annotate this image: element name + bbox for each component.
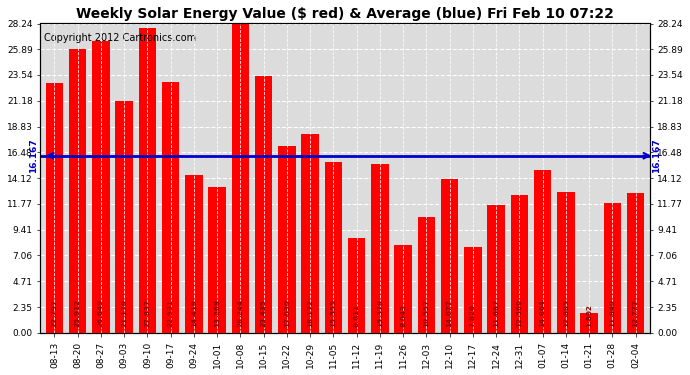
Text: 23.435: 23.435 — [261, 299, 266, 327]
Bar — [185, 175, 203, 333]
Bar — [302, 134, 319, 333]
Bar — [395, 245, 412, 333]
Bar — [627, 193, 644, 333]
Text: 11.840: 11.840 — [609, 299, 615, 327]
Bar — [69, 49, 86, 333]
Bar — [441, 178, 458, 333]
Bar — [115, 101, 133, 333]
Text: 17.030: 17.030 — [284, 300, 290, 327]
Text: 11.687: 11.687 — [493, 299, 499, 327]
Bar — [208, 188, 226, 333]
Bar — [487, 205, 505, 333]
Bar — [371, 164, 388, 333]
Text: 18.172: 18.172 — [307, 299, 313, 327]
Bar — [580, 313, 598, 333]
Bar — [325, 162, 342, 333]
Bar — [255, 76, 273, 333]
Bar — [604, 203, 621, 333]
Bar — [534, 170, 551, 333]
Text: 12.777: 12.777 — [633, 300, 638, 327]
Bar — [557, 192, 575, 333]
Text: 22.797: 22.797 — [52, 299, 57, 327]
Text: 16.167: 16.167 — [29, 138, 38, 173]
Text: 13.268: 13.268 — [214, 299, 220, 327]
Text: 28.244: 28.244 — [237, 299, 244, 327]
Bar — [162, 82, 179, 333]
Text: 15.378: 15.378 — [377, 299, 383, 327]
Title: Weekly Solar Energy Value ($ red) & Average (blue) Fri Feb 10 07:22: Weekly Solar Energy Value ($ red) & Aver… — [76, 7, 614, 21]
Text: 12.885: 12.885 — [563, 299, 569, 327]
Text: 26.649: 26.649 — [98, 299, 104, 327]
Bar — [464, 247, 482, 333]
Text: 14.418: 14.418 — [191, 299, 197, 327]
Bar — [278, 146, 295, 333]
Bar — [348, 238, 365, 333]
Text: 27.837: 27.837 — [144, 299, 150, 327]
Text: 14.077: 14.077 — [446, 300, 453, 327]
Text: 8.611: 8.611 — [353, 304, 359, 327]
Bar — [417, 217, 435, 333]
Bar — [46, 83, 63, 333]
Text: 14.864: 14.864 — [540, 299, 546, 327]
Text: 16.167: 16.167 — [652, 138, 661, 173]
Text: 10.557: 10.557 — [424, 299, 429, 327]
Text: 1.802: 1.802 — [586, 304, 592, 327]
Text: Copyright 2012 Cartronics.com: Copyright 2012 Cartronics.com — [43, 33, 196, 43]
Text: 12.560: 12.560 — [516, 299, 522, 327]
Text: 8.043: 8.043 — [400, 304, 406, 327]
Bar — [92, 41, 110, 333]
Bar — [511, 195, 528, 333]
Text: 21.178: 21.178 — [121, 299, 127, 327]
Text: 22.931: 22.931 — [168, 299, 174, 327]
Text: 15.555: 15.555 — [331, 299, 337, 327]
Text: 7.826: 7.826 — [470, 304, 476, 327]
Text: 25.912: 25.912 — [75, 299, 81, 327]
Bar — [232, 24, 249, 333]
Bar — [139, 28, 156, 333]
